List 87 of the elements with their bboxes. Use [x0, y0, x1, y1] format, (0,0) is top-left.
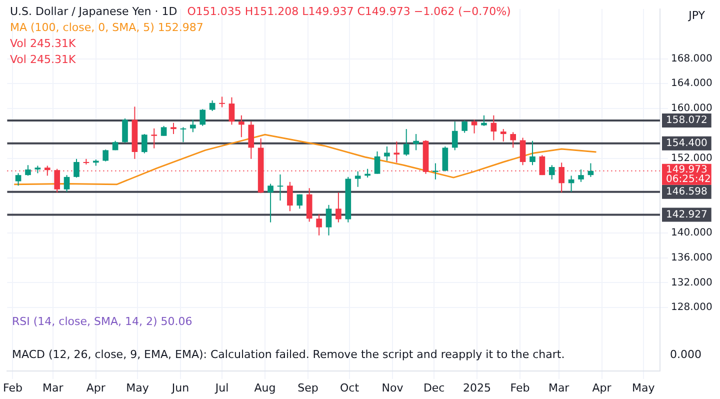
- chart-subtitle: O151.035 H151.208 L149.937 C149.973 −1.062 (−0.70%): [187, 4, 511, 18]
- annotation: MACD (12, 26, close, 9, EMA, EMA): Calculation failed. Remove the script and reapply it to the chart.: [12, 348, 565, 361]
- candlestick: [520, 137, 526, 166]
- candlestick: [374, 150, 380, 174]
- candlestick: [160, 125, 167, 136]
- candlestick: [326, 204, 332, 236]
- candlestick: [432, 162, 438, 180]
- candlestick: [44, 165, 50, 176]
- candlestick: [394, 140, 400, 164]
- candlestick: [277, 174, 284, 202]
- x-tick-label: Mar: [548, 381, 570, 394]
- x-tick-label: Apr: [86, 381, 106, 394]
- candlestick: [190, 119, 196, 133]
- candlestick: [180, 126, 186, 143]
- x-tick-label: Mar: [42, 381, 64, 394]
- candlestick: [490, 114, 497, 141]
- candlestick: [25, 164, 31, 176]
- candlestick: [151, 128, 158, 149]
- candlestick: [578, 168, 584, 182]
- candlestick: [200, 108, 206, 126]
- x-tick-label: Oct: [340, 381, 360, 394]
- y-tick-label: 152.000: [671, 152, 712, 164]
- ref-line-label: 158.072: [666, 115, 708, 126]
- y-tick-label: 140.000: [671, 228, 712, 239]
- candlestick: [238, 114, 244, 138]
- candlestick: [588, 162, 594, 178]
- text: 0.000: [670, 348, 702, 361]
- x-tick-label: Aug: [254, 381, 276, 394]
- x-tick-label: Nov: [382, 381, 404, 394]
- text: MA (100, close, 0, SMA, 5) 152.987: [10, 20, 204, 34]
- x-tick-label: Jun: [170, 381, 190, 394]
- ref-line-label: 149.973: [666, 164, 708, 176]
- annotation: Vol 245.31K: [10, 36, 76, 50]
- text: 06:25:42: [666, 174, 711, 185]
- y-tick-label: 160.000: [671, 103, 712, 114]
- candlestick: [74, 158, 80, 178]
- x-tick-label: Feb: [510, 381, 530, 394]
- candlestick: [384, 146, 390, 162]
- candlestick: [510, 132, 516, 148]
- candlestick: [287, 181, 293, 212]
- candlestick: [219, 96, 225, 108]
- y-tick-label: 128.000: [671, 302, 712, 314]
- ref-line-label: 154.400: [666, 138, 708, 149]
- candlestick: [268, 183, 274, 223]
- candlestick: [54, 168, 60, 193]
- candlestick: [336, 192, 342, 223]
- x-tick-label: Apr: [592, 381, 612, 394]
- x-tick-label: Feb: [2, 381, 22, 394]
- candlestick: [548, 164, 555, 180]
- candlestick: [170, 122, 176, 135]
- candlestick: [141, 134, 148, 154]
- candlestick: [248, 121, 254, 160]
- x-tick-label: May: [632, 381, 656, 394]
- x-tick-label: Jul: [214, 381, 229, 394]
- annotation: Vol 245.31K: [10, 52, 76, 66]
- text: JPY: [688, 8, 706, 22]
- candlestick: [530, 140, 536, 166]
- x-tick-label: 2025: [463, 381, 492, 394]
- candlestick: [15, 172, 22, 186]
- candlestick: [209, 100, 216, 112]
- candlestick: [316, 214, 322, 236]
- x-tick-label: Sep: [298, 381, 318, 394]
- candlestick: [481, 114, 487, 126]
- x-tick-label: Dec: [423, 381, 445, 394]
- annotation: RSI (14, close, SMA, 14, 2) 50.06: [12, 314, 192, 328]
- candlestick: [64, 174, 70, 192]
- y-tick-label: 164.000: [671, 78, 712, 90]
- candlestick: [500, 128, 506, 142]
- candlestick: [102, 149, 109, 162]
- candlestick: [354, 170, 361, 188]
- candlestick: [462, 120, 468, 134]
- y-tick-label: 136.000: [671, 252, 712, 264]
- candlestick: [122, 118, 128, 144]
- chart-title: U.S. Dollar / Japanese Yen · 1D: [10, 4, 178, 18]
- candlestick: [413, 134, 419, 151]
- candlestick: [452, 121, 458, 151]
- y-tick-label: 168.000: [671, 53, 712, 64]
- candlestick: [228, 96, 235, 126]
- x-tick-label: May: [126, 381, 150, 394]
- candlestick: [442, 146, 448, 172]
- candlestick: [558, 162, 565, 193]
- ref-line-label: 146.598: [666, 186, 708, 198]
- candlestick: [403, 128, 410, 156]
- candlestick: [471, 119, 478, 134]
- y-tick-label: 132.000: [671, 277, 712, 288]
- ref-line-label: 142.927: [666, 209, 708, 220]
- candlestick: [296, 194, 303, 210]
